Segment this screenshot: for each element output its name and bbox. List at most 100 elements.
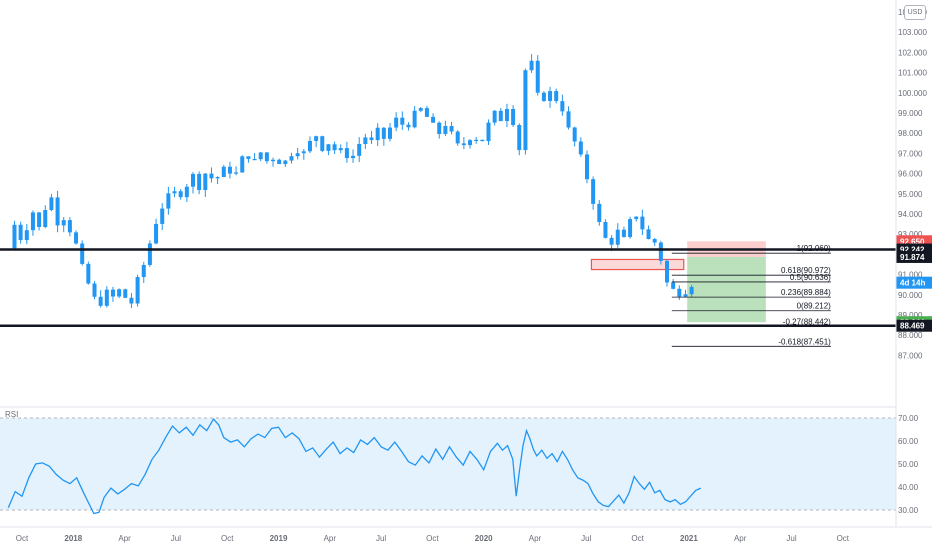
candle-body [671, 282, 676, 289]
candle-body [498, 110, 503, 122]
fib-level-label: 0.618(90.972) [781, 266, 831, 275]
candle-body [468, 140, 473, 146]
candle-body [110, 289, 115, 297]
time-tick-label: 2021 [680, 534, 698, 543]
currency-button[interactable]: USD [904, 5, 926, 20]
price-label-text: 92.650 [900, 237, 925, 246]
candle-body [351, 155, 356, 159]
price-tick-label: 96.000 [898, 170, 923, 179]
candle-body [628, 219, 633, 238]
candle-body [61, 220, 66, 226]
candle-body [437, 122, 442, 134]
candle-body [646, 229, 651, 240]
candle-body [572, 127, 577, 142]
candle-body [49, 197, 54, 211]
candle-body [492, 110, 497, 123]
candle-body [381, 127, 386, 139]
candle-body [541, 92, 546, 101]
price-label-text: 92.242 [900, 246, 925, 255]
candle-body [486, 122, 491, 142]
candle-body [504, 108, 509, 122]
price-tick-label: 87.000 [898, 351, 923, 360]
candle-body [117, 289, 122, 297]
candle-body [258, 152, 263, 160]
candle-body [394, 117, 399, 128]
candle-body [160, 208, 165, 224]
candle-body [461, 143, 466, 146]
price-tick-label: 103.000 [898, 28, 927, 37]
candle-body [129, 297, 134, 304]
candle-body [517, 125, 522, 151]
candle-body [665, 260, 670, 283]
candle-body [252, 158, 257, 161]
fib-level-label: 1(92.060) [797, 244, 832, 253]
time-tick-label: Oct [221, 534, 234, 543]
candle-body [400, 117, 405, 125]
fib-level-label: -0.27(88.442) [783, 317, 831, 326]
candle-body [80, 243, 85, 264]
resistance-zone [590, 258, 685, 271]
candle-body [578, 141, 583, 155]
candle-body [363, 137, 368, 144]
time-tick-label: 2020 [475, 534, 493, 543]
rsi-tick-label: 60.00 [898, 437, 919, 446]
candle-body [67, 220, 72, 233]
candle-body [406, 124, 411, 128]
price-tick-label: 95.000 [898, 190, 923, 199]
fib-level-label: -0.618(87.451) [778, 337, 831, 346]
candle-body [344, 148, 349, 159]
candle-body [332, 144, 337, 151]
candle-body [264, 152, 269, 162]
rsi-tick-label: 70.00 [898, 414, 919, 423]
candle-body [227, 166, 232, 174]
candle-body [12, 224, 17, 249]
price-label-text: 91.874 [900, 253, 925, 262]
candle-body [511, 108, 516, 126]
price-label-badge [896, 250, 932, 263]
time-tick-label: Oct [837, 534, 850, 543]
candle-body [307, 140, 312, 152]
candle-body [24, 230, 29, 241]
price-tick-label: 91.000 [898, 271, 923, 280]
candle-body [246, 156, 251, 159]
candle-body [55, 197, 60, 226]
price-tick-label: 89.000 [898, 311, 923, 320]
candle-body [271, 159, 276, 162]
candle-body [455, 131, 460, 144]
time-tick-label: Oct [631, 534, 644, 543]
candle-body [209, 173, 214, 179]
time-tick-label: Apr [734, 534, 747, 543]
candle-body [424, 108, 429, 117]
price-tick-label: 101.000 [898, 69, 927, 78]
candle-body [123, 289, 128, 298]
candle-body [658, 242, 663, 261]
fib-level-label: 0.236(89.884) [781, 288, 831, 297]
price-label-badge [896, 319, 932, 332]
candle-body [172, 191, 177, 194]
candle-body [683, 294, 688, 297]
time-tick-label: 2018 [64, 534, 82, 543]
candle-body [566, 111, 571, 128]
price-tick-label: 98.000 [898, 129, 923, 138]
rsi-line [7, 418, 702, 515]
candle-body [234, 172, 239, 174]
candle-body [412, 110, 417, 128]
candle-body [338, 148, 343, 151]
price-tick-label: 97.000 [898, 149, 923, 158]
price-candles [12, 54, 694, 309]
candle-body [418, 108, 423, 111]
candle-body [184, 186, 189, 198]
candle-body [98, 296, 103, 306]
time-tick-label: Jul [581, 534, 591, 543]
candle-body [640, 216, 645, 230]
candle-body [603, 221, 608, 238]
candle-body [92, 283, 97, 297]
fibonacci-retracement[interactable]: 1(92.060) 0.618(90.972)0.5(90.636) 0.236(8… [671, 244, 832, 347]
rsi-band [0, 418, 896, 510]
candle-body [357, 143, 362, 156]
price-label-text: 88.469 [900, 322, 925, 331]
fib-level-label: 0.5(90.636) [790, 273, 831, 282]
candle-body [221, 166, 226, 178]
candle-body [529, 60, 534, 71]
price-tick-label: 100.000 [898, 89, 927, 98]
